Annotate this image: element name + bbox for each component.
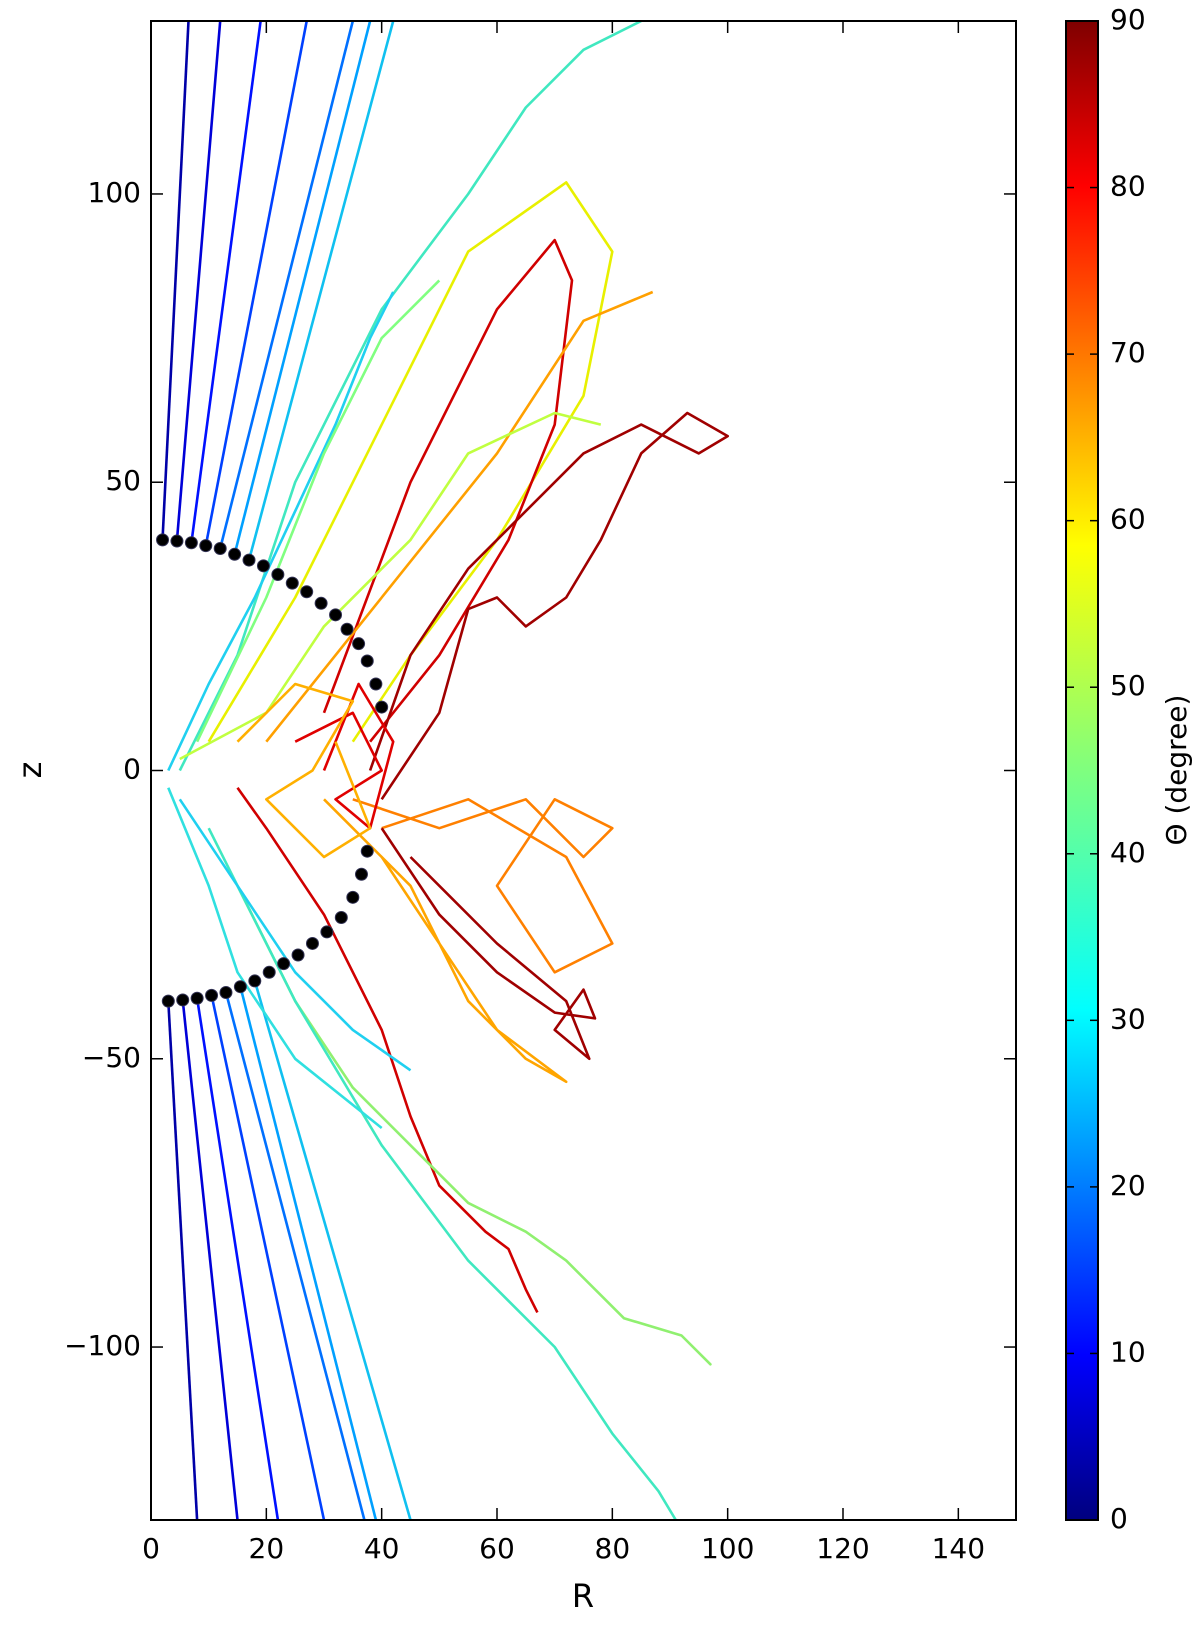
y-tick-label: −50 [82,1041,141,1074]
start-point [205,988,219,1002]
colorbar-tick-label: 60 [1110,503,1146,536]
trajectory [207,827,677,1520]
trajectory [161,21,190,540]
start-point [354,867,368,881]
y-tick-label: 50 [105,464,141,497]
trajectory [207,181,614,743]
colorbar-tick-label: 20 [1110,1169,1146,1202]
start-point [256,559,270,573]
start-point [277,957,291,971]
trajectory [195,279,441,743]
trajectory [167,787,383,1130]
trajectory [323,798,568,1084]
trajectory [233,21,372,555]
start-point [285,576,299,590]
start-point [271,567,285,581]
start-point [305,936,319,950]
colorbar-tick-label: 0 [1110,1502,1128,1535]
x-tick-label: 80 [595,1532,631,1565]
x-tick-label: 0 [142,1532,160,1565]
trajectory [236,682,372,859]
colorbar-tick-label: 80 [1110,170,1146,203]
start-point [329,608,343,622]
x-tick-label: 20 [249,1532,285,1565]
start-point [233,980,247,994]
colorbar-tick-label: 30 [1110,1002,1146,1035]
trajectory [181,999,239,1520]
start-point [156,533,170,547]
x-tick-label: 120 [816,1532,869,1565]
colorbar-tick-label: 90 [1110,3,1146,36]
start-point [369,677,383,691]
start-point [314,596,328,610]
start-point [199,539,213,553]
start-point [300,585,314,599]
trajectory [265,290,654,743]
start-point [320,925,334,939]
trajectory [218,21,355,549]
trajectory [322,238,574,743]
start-point [184,536,198,550]
trajectory [178,21,642,772]
trajectory [204,21,308,546]
start-point [161,994,175,1008]
start-point [176,993,190,1007]
trajectory [380,827,597,1061]
trajectory [224,992,366,1520]
trajectory [294,682,395,830]
start-point [352,637,366,651]
start-point [375,700,389,714]
start-point [248,974,262,988]
x-tick-label: 40 [364,1532,400,1565]
start-point [360,844,374,858]
y-tick-label: 0 [123,753,141,786]
trajectory [247,21,395,561]
start-point [242,553,256,567]
trajectory [236,885,712,1366]
y-axis-label: z [11,762,49,779]
trajectory [239,986,378,1520]
trajectory [352,798,614,974]
x-axis-label: R [572,1577,594,1615]
start-point [262,965,276,979]
y-tick-label: 100 [88,176,141,209]
start-point [291,948,305,962]
start-point [346,890,360,904]
start-point [219,985,233,999]
start-point [360,654,374,668]
x-tick-label: 60 [479,1532,515,1565]
x-tick-label: 140 [932,1532,985,1565]
trajectory [368,411,729,801]
trajectory [178,798,412,1072]
start-point [334,911,348,925]
trajectory [175,21,222,542]
trajectory [195,998,280,1520]
trajectory [167,291,395,772]
plot-area [156,21,729,1520]
start-point [340,622,354,636]
start-point [228,547,242,561]
colorbar [1065,20,1099,1521]
x-tick-label: 100 [701,1532,754,1565]
colorbar-tick-label: 40 [1110,836,1146,869]
y-tick-label: −100 [64,1329,141,1362]
trajectory [253,980,412,1520]
trajectory [210,995,326,1520]
start-point [170,534,184,548]
colorbar-tick-label: 10 [1110,1335,1146,1368]
trajectory [236,787,539,1313]
trajectory [190,21,262,543]
start-point [213,542,227,556]
colorbar-tick-label: 50 [1110,669,1146,702]
start-point [190,991,204,1005]
trajectory [167,1001,199,1520]
colorbar-tick-label: 70 [1110,336,1146,369]
axes-frame [150,20,1017,1521]
colorbar-label: Θ (degree) [1160,695,1193,846]
